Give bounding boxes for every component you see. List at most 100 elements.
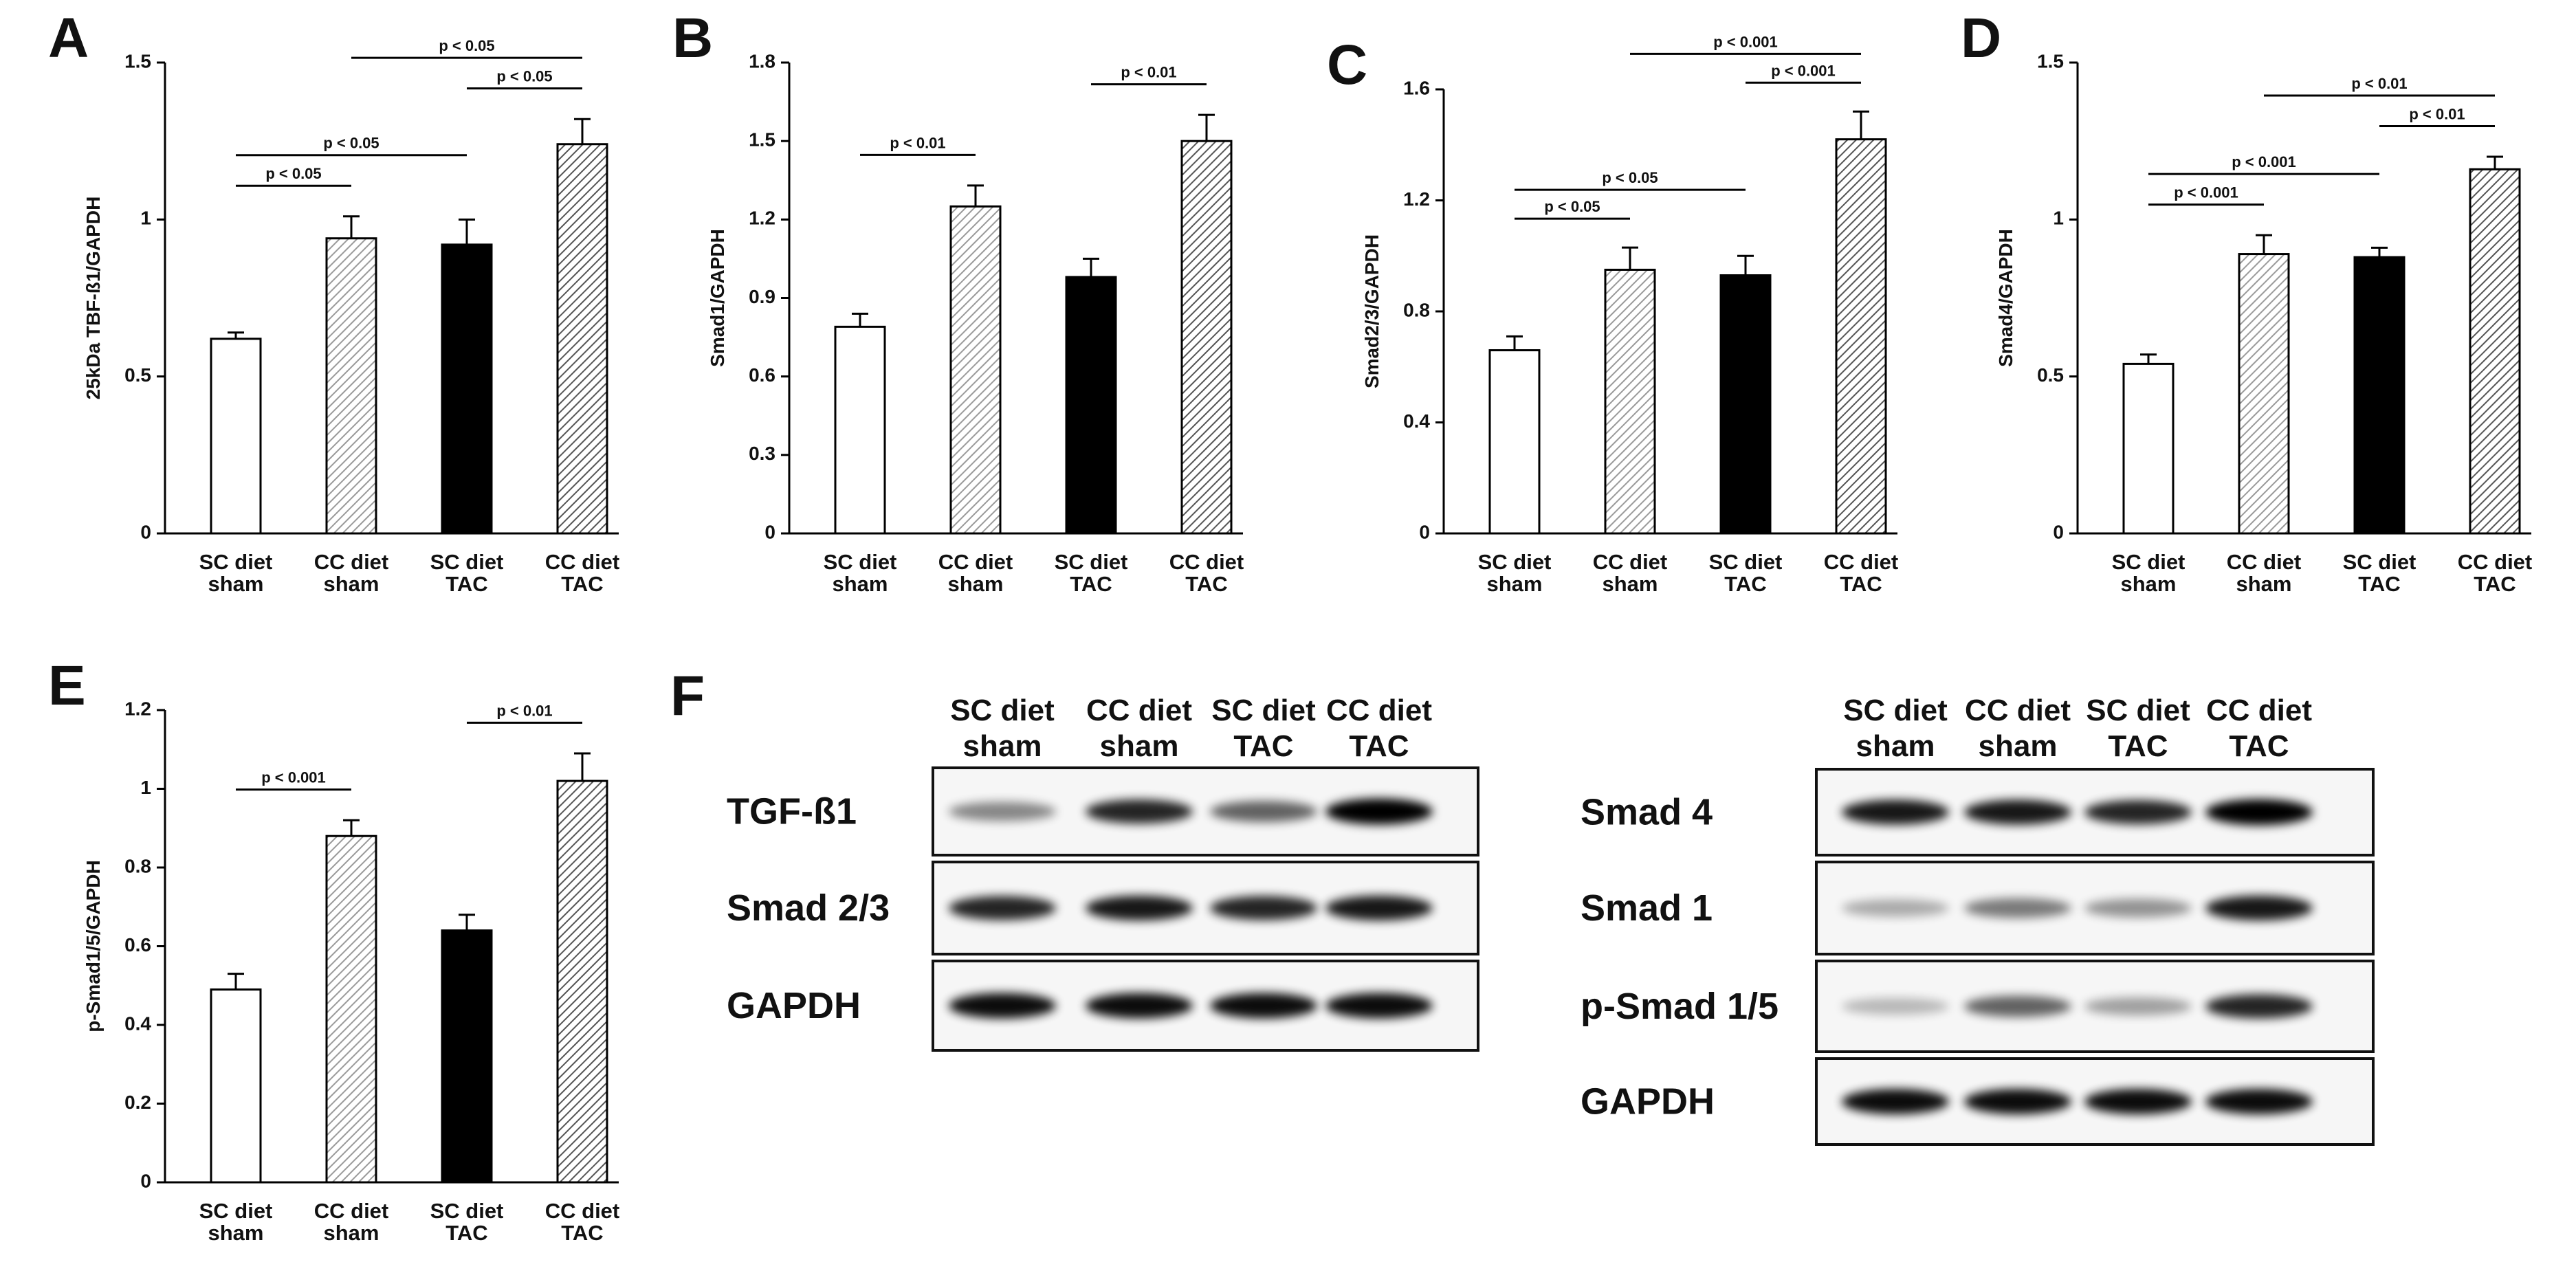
bar xyxy=(441,243,493,535)
x-tick-label: SC diet xyxy=(1709,550,1783,574)
bar xyxy=(1604,268,1656,535)
blot-column-label: CC diet xyxy=(1965,694,2071,727)
y-tick-label: 0.5 xyxy=(124,364,151,386)
blot-band xyxy=(1325,895,1433,921)
blot-column-label: CC diet xyxy=(1086,694,1192,727)
significance-label: p < 0.001 xyxy=(1771,62,1836,79)
y-tick-label: 1.2 xyxy=(1403,188,1430,210)
blot-band xyxy=(2205,1088,2313,1115)
significance-label: p < 0.001 xyxy=(2232,153,2296,170)
y-axis-label: Smad2/3/GAPDH xyxy=(1361,234,1383,388)
y-tick-label: 0.2 xyxy=(124,1092,151,1113)
blot-column-label: sham xyxy=(1100,729,1179,763)
y-tick-label: 0 xyxy=(140,1170,151,1191)
y-tick-label: 1 xyxy=(140,777,151,798)
y-tick-label: 1.8 xyxy=(749,50,775,71)
blot-band xyxy=(2084,799,2192,825)
x-tick-label: sham xyxy=(1487,572,1543,596)
bar xyxy=(1719,274,1772,535)
y-axis-label: p-Smad1/5/GAPDH xyxy=(82,860,104,1032)
x-tick-label: TAC xyxy=(561,1221,603,1245)
blot-row-label: GAPDH xyxy=(1581,1081,1715,1123)
significance-label: p < 0.05 xyxy=(1544,198,1600,215)
x-tick-label: TAC xyxy=(445,572,487,596)
x-tick-label: sham xyxy=(833,572,888,596)
x-tick-label: CC diet xyxy=(1169,550,1244,574)
bar xyxy=(556,780,608,1184)
bar xyxy=(210,988,262,1184)
significance-label: p < 0.01 xyxy=(2409,105,2465,122)
x-tick-label: CC diet xyxy=(545,1199,620,1223)
blot-band xyxy=(2205,799,2313,826)
y-axis-label: Smad4/GAPDH xyxy=(1995,229,2016,367)
blot-band xyxy=(1210,896,1317,920)
x-tick-label: SC diet xyxy=(1055,550,1128,574)
bar xyxy=(2122,362,2175,535)
blot-band xyxy=(1964,995,2071,1017)
blot-band xyxy=(1210,801,1317,822)
bar xyxy=(2238,253,2290,535)
blot-band xyxy=(2084,898,2192,918)
y-tick-label: 1 xyxy=(2053,208,2064,229)
y-tick-label: 1.5 xyxy=(2037,50,2064,71)
blot-band xyxy=(949,993,1056,1019)
x-tick-label: CC diet xyxy=(1824,550,1899,574)
panel-letter: F xyxy=(670,665,705,727)
blot-row-label: Smad 2/3 xyxy=(727,887,890,929)
blot-band xyxy=(1086,993,1193,1019)
x-tick-label: CC diet xyxy=(2458,550,2533,574)
blot-band xyxy=(1964,799,2071,825)
x-tick-label: TAC xyxy=(2358,572,2400,596)
bar xyxy=(1180,140,1233,535)
x-tick-label: CC diet xyxy=(314,1199,389,1223)
x-tick-label: TAC xyxy=(2474,572,2516,596)
blot-band xyxy=(1325,993,1433,1019)
blot-row-label: p-Smad 1/5 xyxy=(1581,986,1779,1027)
y-tick-label: 0.4 xyxy=(1403,410,1430,432)
bar xyxy=(1488,349,1541,535)
x-tick-label: CC diet xyxy=(545,550,620,574)
blot-band xyxy=(1842,799,1949,825)
y-tick-label: 1.6 xyxy=(1403,77,1430,98)
blot-column-label: SC diet xyxy=(1211,694,1316,727)
blot-row-label: Smad 1 xyxy=(1581,887,1713,929)
x-tick-label: CC diet xyxy=(2227,550,2302,574)
blot-band xyxy=(1325,798,1433,825)
blot-band xyxy=(1210,993,1317,1019)
blot-band xyxy=(949,802,1056,821)
blot-band xyxy=(1842,1088,1949,1115)
panel-letter: E xyxy=(48,654,86,717)
y-tick-label: 0 xyxy=(764,521,775,542)
x-tick-label: TAC xyxy=(1185,572,1227,596)
blot-column-label: sham xyxy=(1979,729,2058,763)
y-tick-label: 1.2 xyxy=(749,208,775,229)
x-tick-label: CC diet xyxy=(314,550,389,574)
y-tick-label: 1.5 xyxy=(124,50,151,71)
bar xyxy=(325,835,377,1184)
x-tick-label: sham xyxy=(324,572,379,596)
y-tick-label: 0 xyxy=(1419,521,1430,542)
x-tick-label: sham xyxy=(948,572,1004,596)
significance-label: p < 0.001 xyxy=(1713,33,1778,50)
blot-band xyxy=(1086,895,1193,921)
x-tick-label: CC diet xyxy=(1593,550,1668,574)
bar xyxy=(210,338,262,535)
blot-column-label: TAC xyxy=(1349,729,1409,763)
y-tick-label: 0.8 xyxy=(124,855,151,876)
x-tick-label: sham xyxy=(1603,572,1658,596)
bar xyxy=(441,929,493,1184)
blot-band xyxy=(949,896,1056,920)
blot-band xyxy=(1964,1088,2071,1115)
x-tick-label: SC diet xyxy=(1478,550,1552,574)
blot-band xyxy=(1842,997,1949,1015)
significance-label: p < 0.01 xyxy=(2351,75,2407,92)
blot-band xyxy=(1086,799,1193,824)
blot-row-label: Smad 4 xyxy=(1581,792,1713,833)
y-tick-label: 0.6 xyxy=(124,934,151,955)
significance-label: p < 0.05 xyxy=(1602,169,1658,186)
chart-panel: Ep-Smad1/5/GAPDH 0 0.2 0.4 0.6 0.8 1 1.2 SC diet… xyxy=(48,654,619,1245)
